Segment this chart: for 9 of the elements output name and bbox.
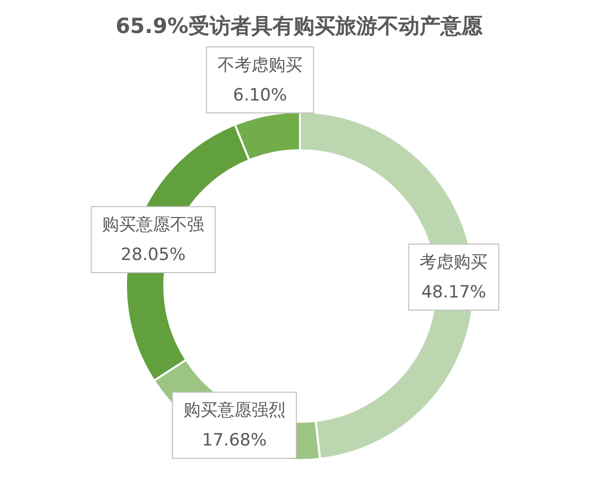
data-label: 28.05% <box>120 244 186 265</box>
slice-label: 购买意愿不强 <box>102 214 204 235</box>
slice-label: 不考虑购买 <box>218 55 302 76</box>
slice-label: 购买意愿强烈 <box>183 400 286 421</box>
data-label: 17.68% <box>202 430 267 451</box>
slice-label: 考虑购买 <box>420 252 488 273</box>
data-label: 6.10% <box>232 85 288 106</box>
data-label: 48.17% <box>421 282 486 303</box>
chart-title: 65.9%受访者具有购买旅游不动产意愿 <box>114 13 484 40</box>
